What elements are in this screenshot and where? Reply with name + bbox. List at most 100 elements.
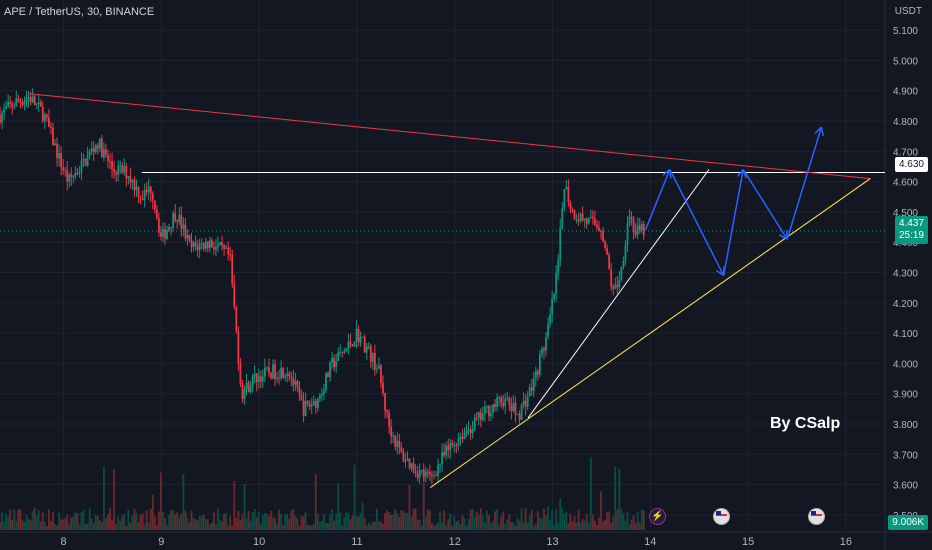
candle-body [221, 242, 223, 246]
volume-bar [428, 510, 431, 530]
volume-bar [541, 518, 543, 530]
candle-body [68, 174, 71, 182]
candle-body [119, 165, 122, 167]
candle-body [80, 160, 83, 172]
time-tick-label: 10 [253, 536, 265, 548]
volume-bar [105, 518, 107, 530]
arrowhead [778, 234, 788, 240]
candle-body [447, 445, 450, 451]
candle-body [231, 254, 234, 284]
candle-body [512, 402, 515, 411]
candle-body [628, 216, 631, 224]
candle-body [166, 230, 168, 239]
volume-bar [593, 520, 596, 530]
volume-bar [217, 508, 219, 530]
volume-bar [39, 521, 42, 530]
candle-body [29, 97, 32, 103]
candle-body [573, 210, 576, 220]
volume-bar [76, 512, 79, 530]
volume-bar [365, 525, 368, 530]
volume-bar [459, 524, 462, 530]
volume-bar [422, 476, 425, 530]
price-axis[interactable]: 5.1005.0004.9004.8004.7004.6004.5004.400… [893, 26, 918, 522]
volume-bar [390, 514, 393, 530]
price-tick-label: 4.200 [893, 299, 918, 310]
volume-bar [206, 519, 209, 530]
candle-body [534, 370, 537, 378]
candle-body [392, 435, 395, 437]
candle-body [178, 214, 181, 223]
volume-bar [575, 522, 578, 530]
volume-bar [45, 525, 48, 530]
volume-bar [339, 512, 342, 530]
arrowhead [715, 269, 725, 277]
price-tick-label: 4.900 [893, 87, 918, 98]
volume-bar [412, 508, 415, 530]
volume-bar [622, 513, 625, 530]
candle-body [196, 246, 199, 250]
time-tick-label: 11 [351, 536, 362, 548]
volume-bar [290, 510, 293, 530]
volume-bar [19, 509, 22, 530]
volume-bar [624, 520, 627, 530]
lightning-icon[interactable]: ⚡ [649, 508, 666, 525]
volume-bar [591, 514, 594, 530]
volume-bar [3, 521, 5, 530]
us-flag-icon[interactable] [713, 508, 730, 525]
candle-body [15, 98, 18, 107]
candle-body [591, 216, 594, 219]
candle-body [632, 218, 635, 232]
volume-bar [229, 515, 232, 530]
volume-bar [433, 525, 435, 530]
volume-bar [557, 522, 560, 530]
candle-body [188, 234, 191, 241]
symbol-title[interactable]: APE / TetherUS, 30, BINANCE [4, 6, 155, 18]
candle-body [290, 376, 293, 379]
candle-body [461, 436, 464, 440]
volume-bar [316, 513, 319, 530]
volume-bar [21, 519, 24, 530]
volume-bar [306, 524, 309, 530]
candle-body [43, 114, 46, 122]
volume-bar [62, 519, 65, 530]
candle-body [567, 186, 570, 203]
volume-bar [325, 523, 327, 530]
candle-body [600, 230, 602, 232]
us-flag-icon[interactable] [808, 508, 825, 525]
candle-body [563, 189, 566, 208]
candle-body [45, 114, 48, 118]
candle-body [610, 269, 613, 287]
volume-bar [382, 523, 384, 530]
volume-bar [188, 522, 191, 530]
candle-body [121, 165, 124, 173]
volume-bar [29, 520, 32, 530]
time-axis[interactable]: 8 9 10 11 12 13 14 15 16 [61, 536, 853, 548]
volume-bar [451, 525, 454, 530]
candle-body [251, 376, 254, 387]
trendline [429, 178, 871, 488]
candle-body [557, 259, 560, 273]
candle-body [420, 469, 423, 471]
candle-body [255, 373, 258, 383]
candle-body [457, 438, 460, 446]
volume-bar [494, 511, 496, 530]
volume-bar [538, 517, 541, 530]
candle-body [280, 367, 283, 379]
candle-body [3, 108, 5, 113]
time-tick-label: 16 [840, 536, 852, 548]
volume-bar [23, 521, 26, 530]
time-tick-label: 9 [158, 536, 164, 548]
candle-body [33, 96, 36, 105]
volume-bar [82, 509, 85, 530]
volume-bar [402, 510, 405, 530]
candle-body [583, 218, 586, 221]
candle-body [477, 412, 480, 418]
volume-bar [127, 509, 130, 530]
candle-body [638, 225, 641, 231]
volume-bar [375, 508, 378, 530]
candle-body [143, 189, 146, 200]
candle-body [202, 243, 205, 249]
candle-body [500, 397, 503, 403]
price-tick-label: 4.800 [893, 117, 918, 128]
